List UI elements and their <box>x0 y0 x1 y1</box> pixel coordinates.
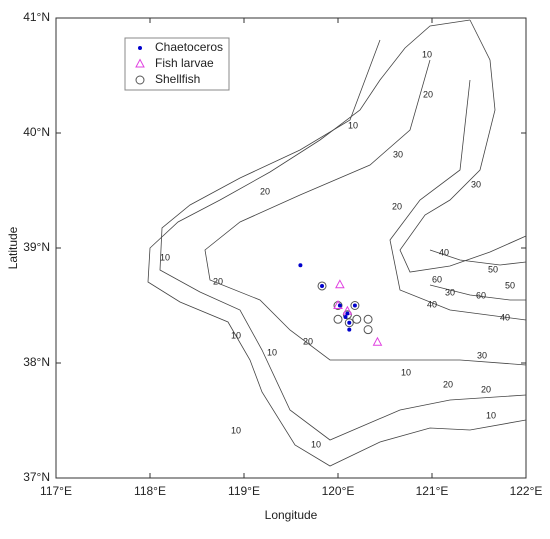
contour-label: 10 <box>311 439 321 449</box>
x-tick-label: 118°E <box>134 484 166 498</box>
plot-frame <box>55 17 527 479</box>
contour-label: 50 <box>505 280 515 290</box>
legend-label: Shellfish <box>155 72 200 86</box>
coast <box>147 19 527 467</box>
point <box>372 336 383 346</box>
coastline <box>147 19 527 467</box>
x-tick-label: 120°E <box>322 484 355 498</box>
point <box>363 325 373 335</box>
contour-label: 30 <box>393 149 403 159</box>
point <box>333 314 343 324</box>
point <box>350 301 360 310</box>
point <box>337 303 342 308</box>
contour-label: 10 <box>267 347 277 357</box>
legend-label: Chaetoceros <box>155 40 223 54</box>
legend-label: Fish larvae <box>155 56 214 70</box>
contour-label: 40 <box>439 247 449 257</box>
contour-label: 40 <box>427 299 437 309</box>
contour <box>204 59 527 366</box>
contour-label: 60 <box>432 274 442 284</box>
point <box>347 320 352 325</box>
contour-label: 20 <box>443 379 453 389</box>
point <box>335 279 345 289</box>
contour-label: 30 <box>445 287 455 297</box>
contour-label: 30 <box>477 350 487 360</box>
point <box>298 263 303 268</box>
y-tick-label: 39°N <box>23 240 50 254</box>
y-axis-label: Latitude <box>6 226 20 269</box>
contour <box>429 284 526 301</box>
point <box>320 283 325 288</box>
y-tick-label: 37°N <box>23 470 50 484</box>
contour-label: 20 <box>481 384 491 394</box>
legend: Chaetoceros Fish larvae Shellfish <box>124 37 230 91</box>
contour-label: 10 <box>422 49 432 59</box>
x-tick-label: 121°E <box>416 484 449 498</box>
contour-label: 50 <box>488 264 498 274</box>
point <box>347 327 352 332</box>
contour-label: 40 <box>500 312 510 322</box>
contour-label: 20 <box>392 201 402 211</box>
point <box>363 314 373 324</box>
point <box>343 315 348 319</box>
contour-label: 10 <box>348 120 358 130</box>
contour-label: 60 <box>476 290 486 300</box>
x-tick-label: 122°E <box>510 484 543 498</box>
y-tick-label: 41°N <box>23 10 50 24</box>
contour <box>159 39 527 441</box>
contour <box>389 79 527 321</box>
contour-label: 10 <box>231 330 241 340</box>
x-tick-label: 119°E <box>228 484 260 498</box>
coast <box>399 19 527 273</box>
point <box>317 281 327 291</box>
contour-label: 20 <box>260 186 270 196</box>
contour-label: 10 <box>160 252 170 262</box>
contour-label: 10 <box>486 410 496 420</box>
y-tick-label: 38°N <box>23 355 50 369</box>
y-tick-label: 40°N <box>23 125 50 139</box>
contour-label: 20 <box>423 89 433 99</box>
point <box>345 311 350 316</box>
contour <box>429 249 527 266</box>
point <box>352 314 362 324</box>
contour-label: 30 <box>471 179 481 189</box>
legend-marker <box>138 46 142 50</box>
point <box>352 303 357 308</box>
contour-label: 10 <box>401 367 411 377</box>
legend-marker <box>135 58 145 68</box>
x-tick-label: 117°E <box>40 484 72 498</box>
point <box>344 318 354 328</box>
legend-marker <box>135 75 145 85</box>
x-axis-label: Longitude <box>265 508 318 522</box>
contour-label: 10 <box>231 425 241 435</box>
contour-label: 20 <box>213 276 223 286</box>
contour-label: 20 <box>303 336 313 346</box>
